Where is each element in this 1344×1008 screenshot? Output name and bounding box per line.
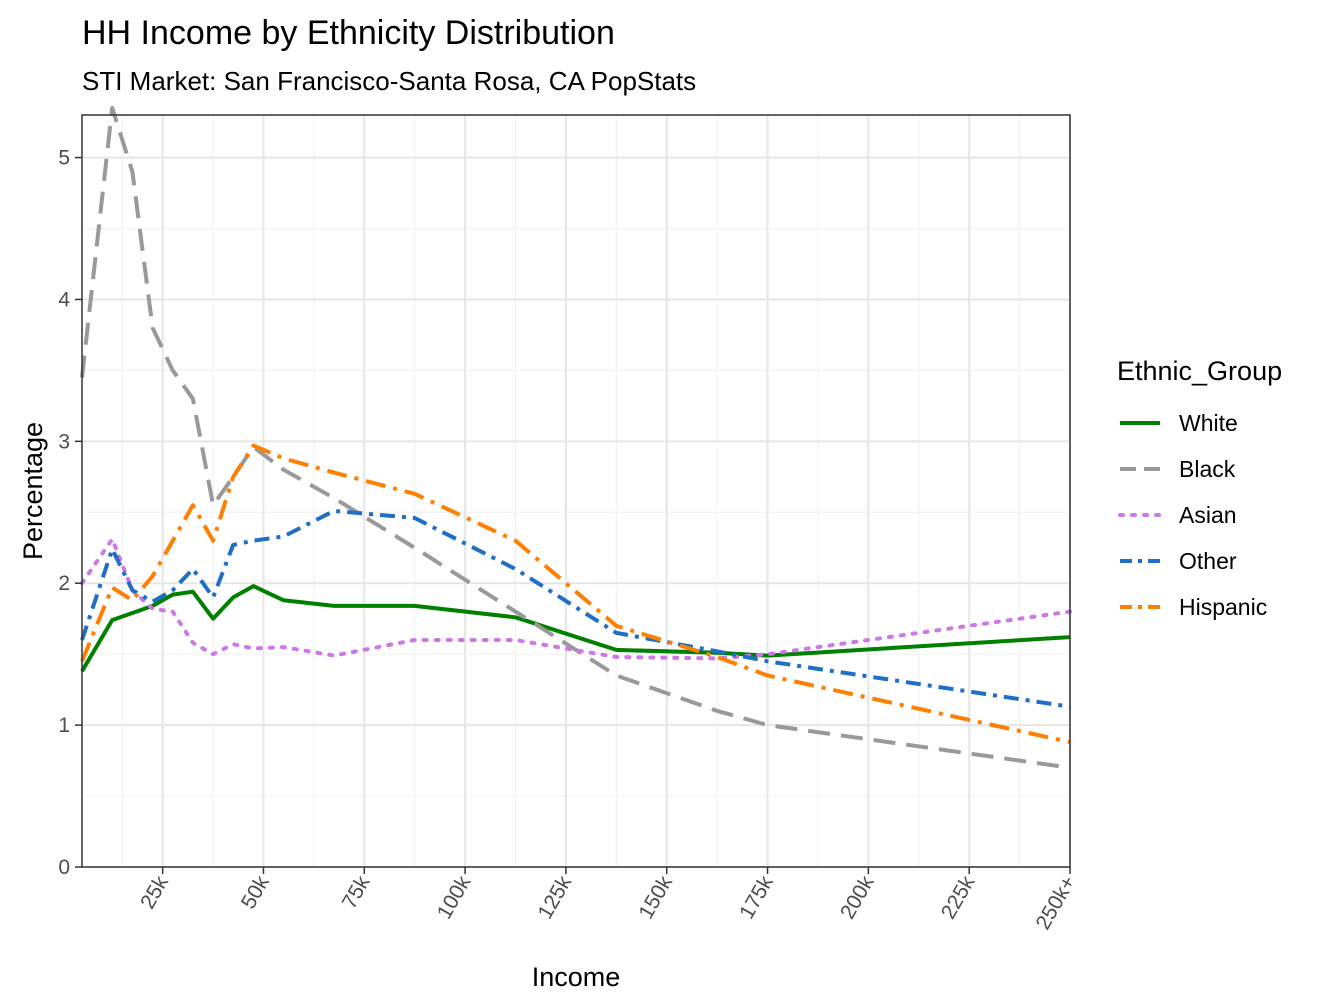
y-tick-label: 2	[58, 572, 70, 595]
x-tick-label: 75k	[338, 872, 375, 913]
series-line-white	[80, 584, 1071, 673]
legend-title: Ethnic_Group	[1117, 356, 1282, 386]
legend-item-asian: Asian	[1118, 502, 1237, 528]
legend-label: Hispanic	[1179, 594, 1267, 620]
x-tick-label: 175k	[735, 872, 778, 923]
x-tick-label: 50k	[237, 872, 274, 913]
legend: Ethnic_Group White Black Asian Other Hispani…	[1117, 356, 1282, 620]
x-tick-label: 125k	[534, 872, 577, 923]
legend-item-black: Black	[1120, 456, 1236, 482]
y-tick-label: 0	[58, 856, 70, 879]
x-tick-label: 100k	[433, 872, 476, 923]
legend-label: White	[1179, 410, 1238, 436]
legend-item-hispanic: Hispanic	[1120, 594, 1267, 620]
x-tick-label: 225k	[937, 872, 980, 923]
series-line-hispanic	[80, 443, 1071, 745]
x-axis-title: Income	[532, 962, 621, 992]
y-axis-title: Percentage	[18, 422, 48, 560]
chart-subtitle: STI Market: San Francisco-Santa Rosa, CA…	[82, 66, 696, 96]
legend-label: Black	[1179, 456, 1236, 482]
y-tick-label: 3	[58, 430, 70, 453]
grid-minor	[82, 115, 1070, 867]
x-tick-label: 25k	[136, 872, 173, 913]
series-line-other	[80, 508, 1071, 709]
chart-title: HH Income by Ethnicity Distribution	[82, 14, 615, 52]
y-tick-label: 5	[58, 147, 70, 170]
x-tick-label: 250k+	[1032, 872, 1081, 934]
y-tick-label: 4	[58, 288, 70, 311]
plot-background	[82, 115, 1070, 867]
plot-panel	[80, 105, 1072, 868]
y-axis: 0 1 2 3 4 5	[58, 147, 82, 879]
legend-item-white: White	[1120, 410, 1238, 436]
legend-label: Asian	[1179, 502, 1237, 528]
legend-label: Other	[1179, 548, 1237, 574]
series-lines	[80, 105, 1072, 770]
series-line-asian	[80, 537, 1072, 661]
series-line-black	[80, 105, 1071, 770]
y-tick-label: 1	[58, 714, 70, 737]
x-axis: 25k 50k 75k 100k 125k 150k 175k 200k 225k 250k+	[136, 867, 1080, 934]
x-tick-label: 150k	[634, 872, 677, 923]
x-tick-label: 200k	[836, 872, 879, 923]
legend-item-other: Other	[1120, 548, 1237, 574]
plot-border	[81, 114, 1071, 868]
